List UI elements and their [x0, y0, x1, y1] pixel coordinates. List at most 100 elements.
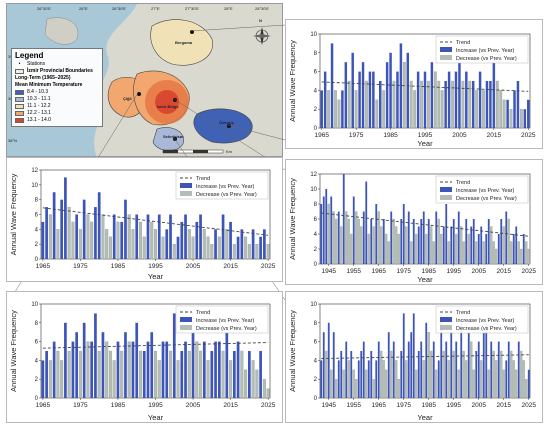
- bar-increase: [263, 229, 266, 259]
- bar-increase: [332, 332, 335, 398]
- bar-increase: [437, 360, 440, 398]
- legend-increase-label: Increase (vs Prev. Year): [456, 48, 514, 54]
- legend-decrease-swatch: [180, 325, 192, 330]
- bar-decrease: [430, 226, 433, 265]
- lat-tick: 38°N: [8, 138, 17, 143]
- bar-decrease: [520, 350, 523, 399]
- bar-decrease: [187, 350, 191, 399]
- bar-decrease: [465, 360, 468, 399]
- bar-decrease: [60, 360, 64, 399]
- bar-decrease: [409, 80, 413, 129]
- bar-increase: [527, 99, 530, 128]
- trend-line: [321, 81, 529, 92]
- bar-increase: [517, 341, 520, 398]
- bar-increase: [342, 174, 345, 264]
- place-label-izmir: Izmir Bölge: [157, 104, 179, 109]
- legend-increase-swatch: [440, 187, 452, 192]
- y-tick-label: 10: [31, 302, 38, 308]
- bar-decrease: [161, 236, 165, 260]
- place-label-odemis: Ödemiş: [219, 120, 234, 125]
- bar-increase: [180, 221, 184, 259]
- bar-increase: [406, 52, 410, 128]
- bar-increase: [412, 219, 415, 264]
- x-tick-label: 1975: [397, 268, 412, 275]
- bar-decrease: [262, 379, 266, 399]
- bar-increase: [389, 52, 392, 128]
- bar-decrease: [367, 233, 370, 265]
- legend-decrease-swatch: [440, 325, 452, 330]
- bar-increase: [454, 71, 458, 128]
- y-tick-label: 2: [35, 242, 39, 248]
- bar-increase: [75, 332, 79, 398]
- y-axis-title: Annual Wave Frequency: [288, 310, 297, 392]
- bar-decrease: [382, 90, 386, 129]
- bar-increase: [94, 313, 97, 398]
- x-axis-title: Year: [148, 272, 164, 281]
- class-swatch: [15, 111, 24, 116]
- bar-decrease: [372, 226, 375, 265]
- bar-decrease: [440, 233, 443, 265]
- bar-decrease: [380, 226, 383, 265]
- bar-increase: [400, 351, 403, 398]
- lon-tick: 27°E: [151, 6, 160, 11]
- bar-increase: [447, 71, 451, 128]
- bar-increase: [45, 351, 48, 398]
- y-tick-label: 12: [31, 168, 38, 174]
- bar-increase: [492, 62, 496, 129]
- bar-decrease: [387, 241, 390, 265]
- y-tick-label: 6: [314, 340, 318, 346]
- bar-increase: [402, 204, 405, 264]
- bar-increase: [82, 322, 86, 398]
- bar-increase: [435, 211, 438, 264]
- bar-increase: [478, 71, 482, 128]
- bar-decrease: [500, 350, 503, 399]
- bar-increase: [390, 211, 393, 264]
- bar-increase: [452, 219, 455, 264]
- bar-increase: [375, 360, 378, 398]
- lon-tick: 26°30'E: [37, 6, 51, 11]
- bar-increase: [515, 226, 518, 264]
- legend-increase-swatch: [180, 183, 192, 188]
- bar-increase: [375, 204, 378, 264]
- x-tick-label: 1985: [111, 402, 126, 409]
- legend-trend-label: Trend: [456, 310, 470, 316]
- bar-decrease: [470, 341, 473, 399]
- bar-decrease: [101, 214, 105, 260]
- bar-increase: [221, 214, 225, 259]
- x-tick-label: 1985: [111, 263, 126, 270]
- bar-increase: [161, 341, 165, 398]
- x-tick-label: 1965: [372, 268, 387, 275]
- bar-increase: [90, 341, 94, 398]
- y-tick-label: 2: [314, 377, 318, 383]
- lon-tick: 26°30'E: [112, 6, 126, 11]
- bar-decrease: [229, 360, 233, 399]
- bar-increase: [480, 226, 483, 264]
- y-axis-title: Annual Wave Frequency: [9, 173, 18, 255]
- x-tick-label: 1975: [397, 402, 412, 409]
- chart-panel-bottom-left: 0 2 4 6 8 10 1965 1975 1985 1995 2005 2015 2025 Year A…: [6, 291, 283, 423]
- bar-increase: [485, 234, 488, 264]
- y-tick-label: 10: [31, 183, 38, 189]
- map-panel: 26°30'E 26°E 26°30'E 27°E 27°30'E 28°E 2…: [6, 3, 283, 157]
- legend-title: Legend: [15, 51, 44, 60]
- bar-increase: [505, 211, 508, 264]
- legend-class-row: 11.1 - 12.2: [15, 103, 99, 110]
- bar-increase: [94, 207, 97, 259]
- y-tick-label: 4: [35, 227, 39, 233]
- bar-increase: [351, 52, 354, 128]
- trend-line: [42, 342, 269, 349]
- bar-decrease: [392, 80, 396, 129]
- bar-decrease: [48, 360, 52, 399]
- bar-decrease: [199, 350, 203, 399]
- x-tick-label: 2005: [452, 132, 467, 139]
- bar-increase: [455, 341, 458, 398]
- bar-increase: [320, 90, 323, 128]
- bar-decrease: [206, 236, 210, 260]
- bar-increase: [471, 81, 475, 128]
- bar-decrease: [355, 211, 358, 265]
- bar-increase: [362, 211, 365, 264]
- x-tick-label: 2025: [521, 132, 536, 139]
- bar-decrease: [462, 350, 465, 399]
- y-tick-label: 0: [314, 396, 318, 402]
- compass-needle-ew: [253, 34, 271, 38]
